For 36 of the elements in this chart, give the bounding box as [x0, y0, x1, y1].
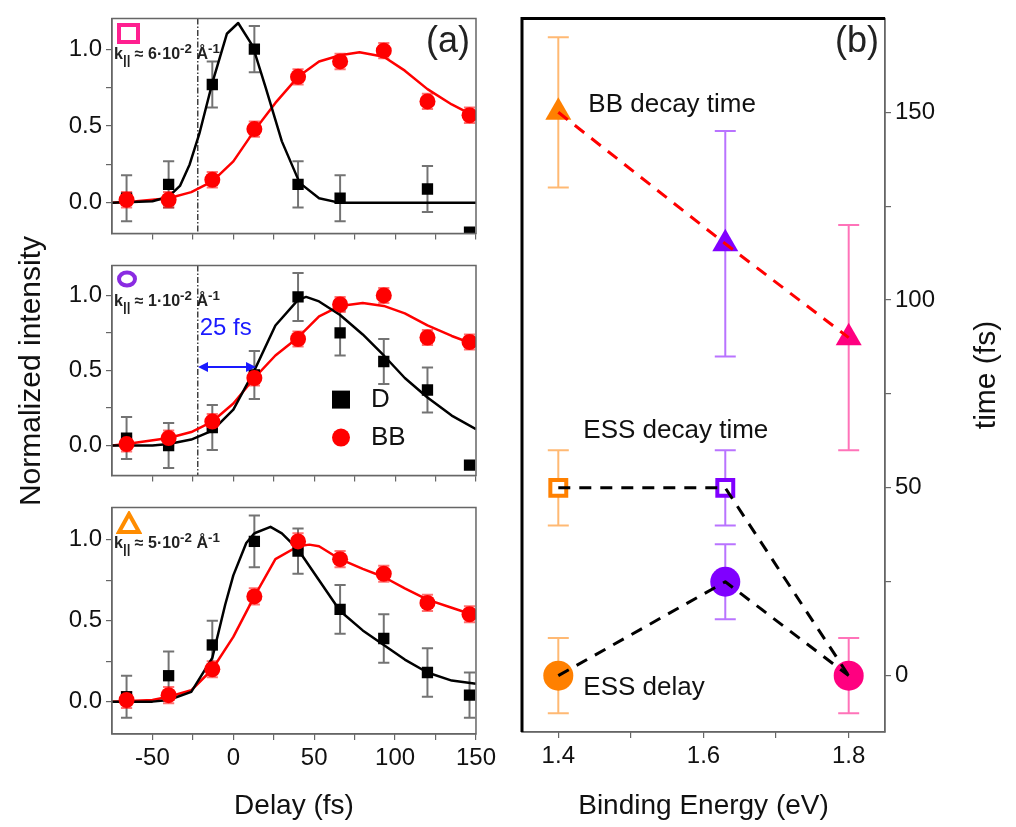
x-tick-label: -50 — [135, 743, 170, 771]
legend-label: D — [371, 382, 390, 413]
annotation: (b) — [835, 19, 879, 61]
annotation: k$_{||}$ ≈ 1·10$^{-2}$ Å$^{-1}$ — [114, 288, 220, 314]
y-tick-label: 1.0 — [68, 524, 102, 552]
y-tick-label: 0.5 — [68, 110, 102, 138]
annotation: 25 fs — [199, 313, 252, 341]
x-tick-label: 1.6 — [686, 741, 721, 769]
y-tick-label: 0.5 — [68, 355, 102, 383]
y-tick-label: 0.0 — [68, 686, 102, 714]
x-tick-label: 150 — [455, 743, 496, 771]
y-tick-label: 0 — [895, 660, 909, 688]
y-axis-title: Normalized intensity — [13, 235, 46, 506]
x-axis-title: Delay (fs) — [234, 788, 354, 820]
y-tick-label: 0.5 — [68, 605, 102, 633]
legend-label: BB — [371, 420, 406, 451]
x-axis-title: Binding Energy (eV) — [578, 788, 829, 820]
series-label: ESS decay time — [583, 414, 769, 445]
y-tick-label: 1.0 — [68, 280, 102, 308]
y-tick-label: 0.0 — [68, 187, 102, 215]
x-tick-label: 0 — [226, 743, 241, 771]
x-tick-label: 50 — [300, 743, 328, 771]
annotation: (a) — [426, 19, 470, 61]
annotation: k$_{||}$ ≈ 6·10$^{-2}$ Å$^{-1}$ — [114, 41, 220, 67]
y-tick-label: 100 — [895, 284, 936, 312]
x-tick-label: 1.8 — [832, 741, 866, 769]
y-tick-label: 1.0 — [68, 33, 102, 61]
series-label: ESS delay — [583, 670, 705, 701]
series-label: BB decay time — [588, 88, 756, 119]
annotation: k$_{||}$ ≈ 5·10$^{-2}$ Å$^{-1}$ — [114, 530, 220, 556]
x-tick-label: 100 — [375, 743, 416, 771]
y-tick-label: 0.0 — [68, 430, 102, 458]
y-tick-label: 50 — [895, 472, 922, 500]
y-tick-label: 150 — [895, 96, 936, 124]
x-tick-label: 1.4 — [541, 741, 575, 769]
y-axis-title: time (fs) — [968, 321, 1001, 430]
